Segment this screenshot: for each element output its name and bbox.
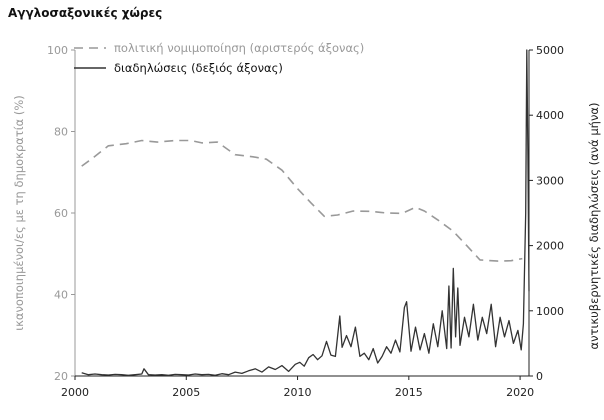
x-tick-label: 2020 xyxy=(506,386,534,399)
legend-label-protests: διαδηλώσεις (δεξιός άξονας) xyxy=(114,61,283,75)
legend: πολιτική νομιμοποίηση (αριστερός άξονας)… xyxy=(74,41,364,75)
series-line-protests xyxy=(81,49,530,376)
x-tick-label: 2000 xyxy=(61,386,89,399)
left-tick-label: 20 xyxy=(54,370,68,383)
x-tick-label: 2010 xyxy=(284,386,312,399)
x-tick-label: 2015 xyxy=(395,386,423,399)
series-layer xyxy=(81,49,530,376)
left-axis: 20 40 60 80 100 xyxy=(47,44,76,383)
left-tick-label: 80 xyxy=(54,126,68,139)
right-axis: 0 1000 2000 3000 4000 5000 xyxy=(528,44,564,383)
series-line-legitimacy xyxy=(81,139,523,262)
x-tick-label: 2005 xyxy=(172,386,200,399)
x-axis: 2000 2005 2010 2015 2020 xyxy=(61,375,534,399)
right-axis-label: αντικυβερνητικές διαδηλώσεις (ανά μήνα) xyxy=(587,103,601,350)
left-tick-label: 100 xyxy=(47,44,68,57)
right-tick-label: 5000 xyxy=(536,44,564,57)
right-tick-label: 3000 xyxy=(536,174,564,187)
left-axis-label: ικανοποιημένοι/ες με τη δημοκρατία (%) xyxy=(12,95,26,331)
left-tick-label: 60 xyxy=(54,207,68,220)
right-tick-label: 1000 xyxy=(536,305,564,318)
right-tick-label: 2000 xyxy=(536,240,564,253)
chart-title: Αγγλοσαξονικές χώρες xyxy=(8,6,162,20)
right-tick-label: 4000 xyxy=(536,109,564,122)
left-tick-label: 40 xyxy=(54,289,68,302)
right-tick-label: 0 xyxy=(536,370,543,383)
legend-label-legitimacy: πολιτική νομιμοποίηση (αριστερός άξονας) xyxy=(114,41,364,55)
